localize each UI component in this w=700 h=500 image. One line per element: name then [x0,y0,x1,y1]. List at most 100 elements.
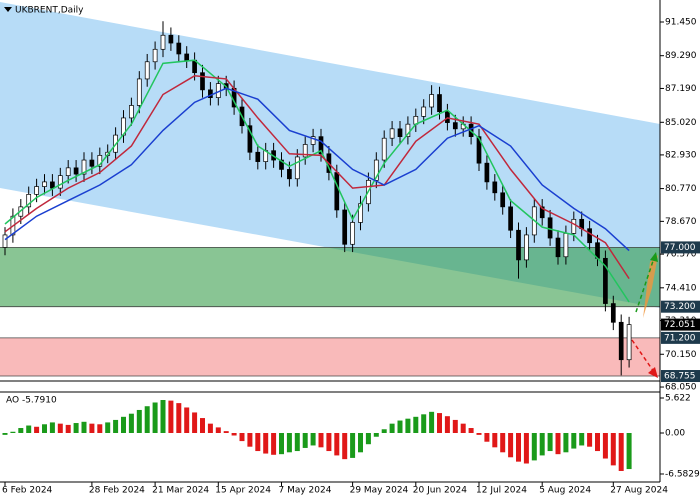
ao-bar [508,432,514,458]
ao-bar [531,432,537,461]
down-arrowhead [648,367,658,378]
ao-bar [610,432,616,466]
candle-body [73,167,79,175]
candle-body [342,209,348,245]
ao-bar [484,432,490,442]
ao-bar [200,418,205,433]
candle-body [2,234,8,248]
ao-bar [176,403,182,433]
ao-bar [452,419,458,433]
candle-body [547,217,553,239]
ao-bar [215,427,221,433]
price-label: 71.200 [664,333,696,343]
y-tick-label: 78.670 [665,217,697,227]
candle-body [310,136,316,145]
candle-body [136,78,142,106]
candle-body [144,61,150,80]
ao-bar [539,432,545,456]
candle-body [618,321,624,361]
ao-bar [460,423,466,433]
ao-bar [476,432,482,435]
candle-body [152,48,158,63]
ao-bar [373,432,379,437]
ao-bar [326,432,332,452]
ao-bar [18,428,24,433]
ao-bar [207,423,213,433]
candle-body [571,218,577,234]
candle-body [184,53,190,61]
ao-bar [294,432,300,452]
candle-body [563,233,569,258]
ao-bar [516,432,521,462]
ao-bar [421,414,427,433]
ao-bar [571,432,577,449]
ao-bar [342,432,348,460]
x-tick-label: 15 Apr 2024 [215,486,271,496]
candle-body [160,34,166,50]
x-tick-label: 20 Jun 2024 [413,486,467,496]
candle-body [81,159,87,175]
menu-triangle[interactable] [4,7,12,12]
ao-tick-label: -6.5829 [665,469,700,479]
candle-body [421,106,427,117]
ao-tick-label: 0.00 [665,428,685,438]
y-tick-label: 82.930 [665,150,697,160]
ao-bar [555,432,561,455]
ao-bar [255,432,261,452]
candle-body [524,234,529,261]
forecast-area [643,255,658,318]
ao-bar [113,419,119,433]
candle-body [539,206,545,219]
candle-body [255,151,261,162]
ao-bar [34,426,40,433]
price-zone [0,247,660,307]
candle-body [334,172,340,211]
candle-body [516,229,521,261]
ao-bar [334,432,340,456]
x-tick-label: 21 Mar 2024 [152,486,209,496]
ao-bar [523,432,529,464]
candle-body [129,105,134,119]
ao-bar [10,431,16,433]
candle-body [381,137,387,161]
moving-average [4,87,630,252]
candle-body [350,222,355,245]
candle-body [302,144,308,158]
ao-bar [136,409,142,433]
ao-bar [81,421,87,433]
ao-bar [168,400,174,433]
ao-bar [247,432,253,447]
candle-body [287,169,292,180]
ao-bar [492,432,498,448]
candle-body [279,159,284,170]
ao-bar [192,412,198,433]
candle-body [42,181,47,187]
ao-bar [286,432,292,453]
ao-bar [152,402,158,433]
ao-bar [223,431,229,433]
ao-title: AO -5.7910 [6,396,57,406]
candle-body [603,257,608,304]
ao-bar [26,425,32,433]
x-tick-label: 29 May 2024 [350,486,409,496]
candle-body [34,186,39,195]
candle-body [452,122,458,130]
ao-bar [271,432,277,455]
price-label: 77.000 [664,243,696,253]
y-tick-label: 87.190 [665,84,697,94]
y-tick-label: 76.570 [665,250,697,260]
ao-bar [302,432,308,448]
ao-bar [121,416,126,433]
moving-average [4,59,630,303]
ao-bar [231,432,237,436]
candle-body [358,203,363,223]
candle-body [500,192,506,208]
candle-body [65,167,71,176]
candle-body [484,162,490,183]
ao-bar [310,432,316,446]
y-tick-label: 80.770 [665,184,697,194]
ao-bar [128,413,134,433]
ao-bar [547,432,553,452]
ao-bar [413,416,419,433]
y-tick-label: 91.450 [665,17,697,27]
